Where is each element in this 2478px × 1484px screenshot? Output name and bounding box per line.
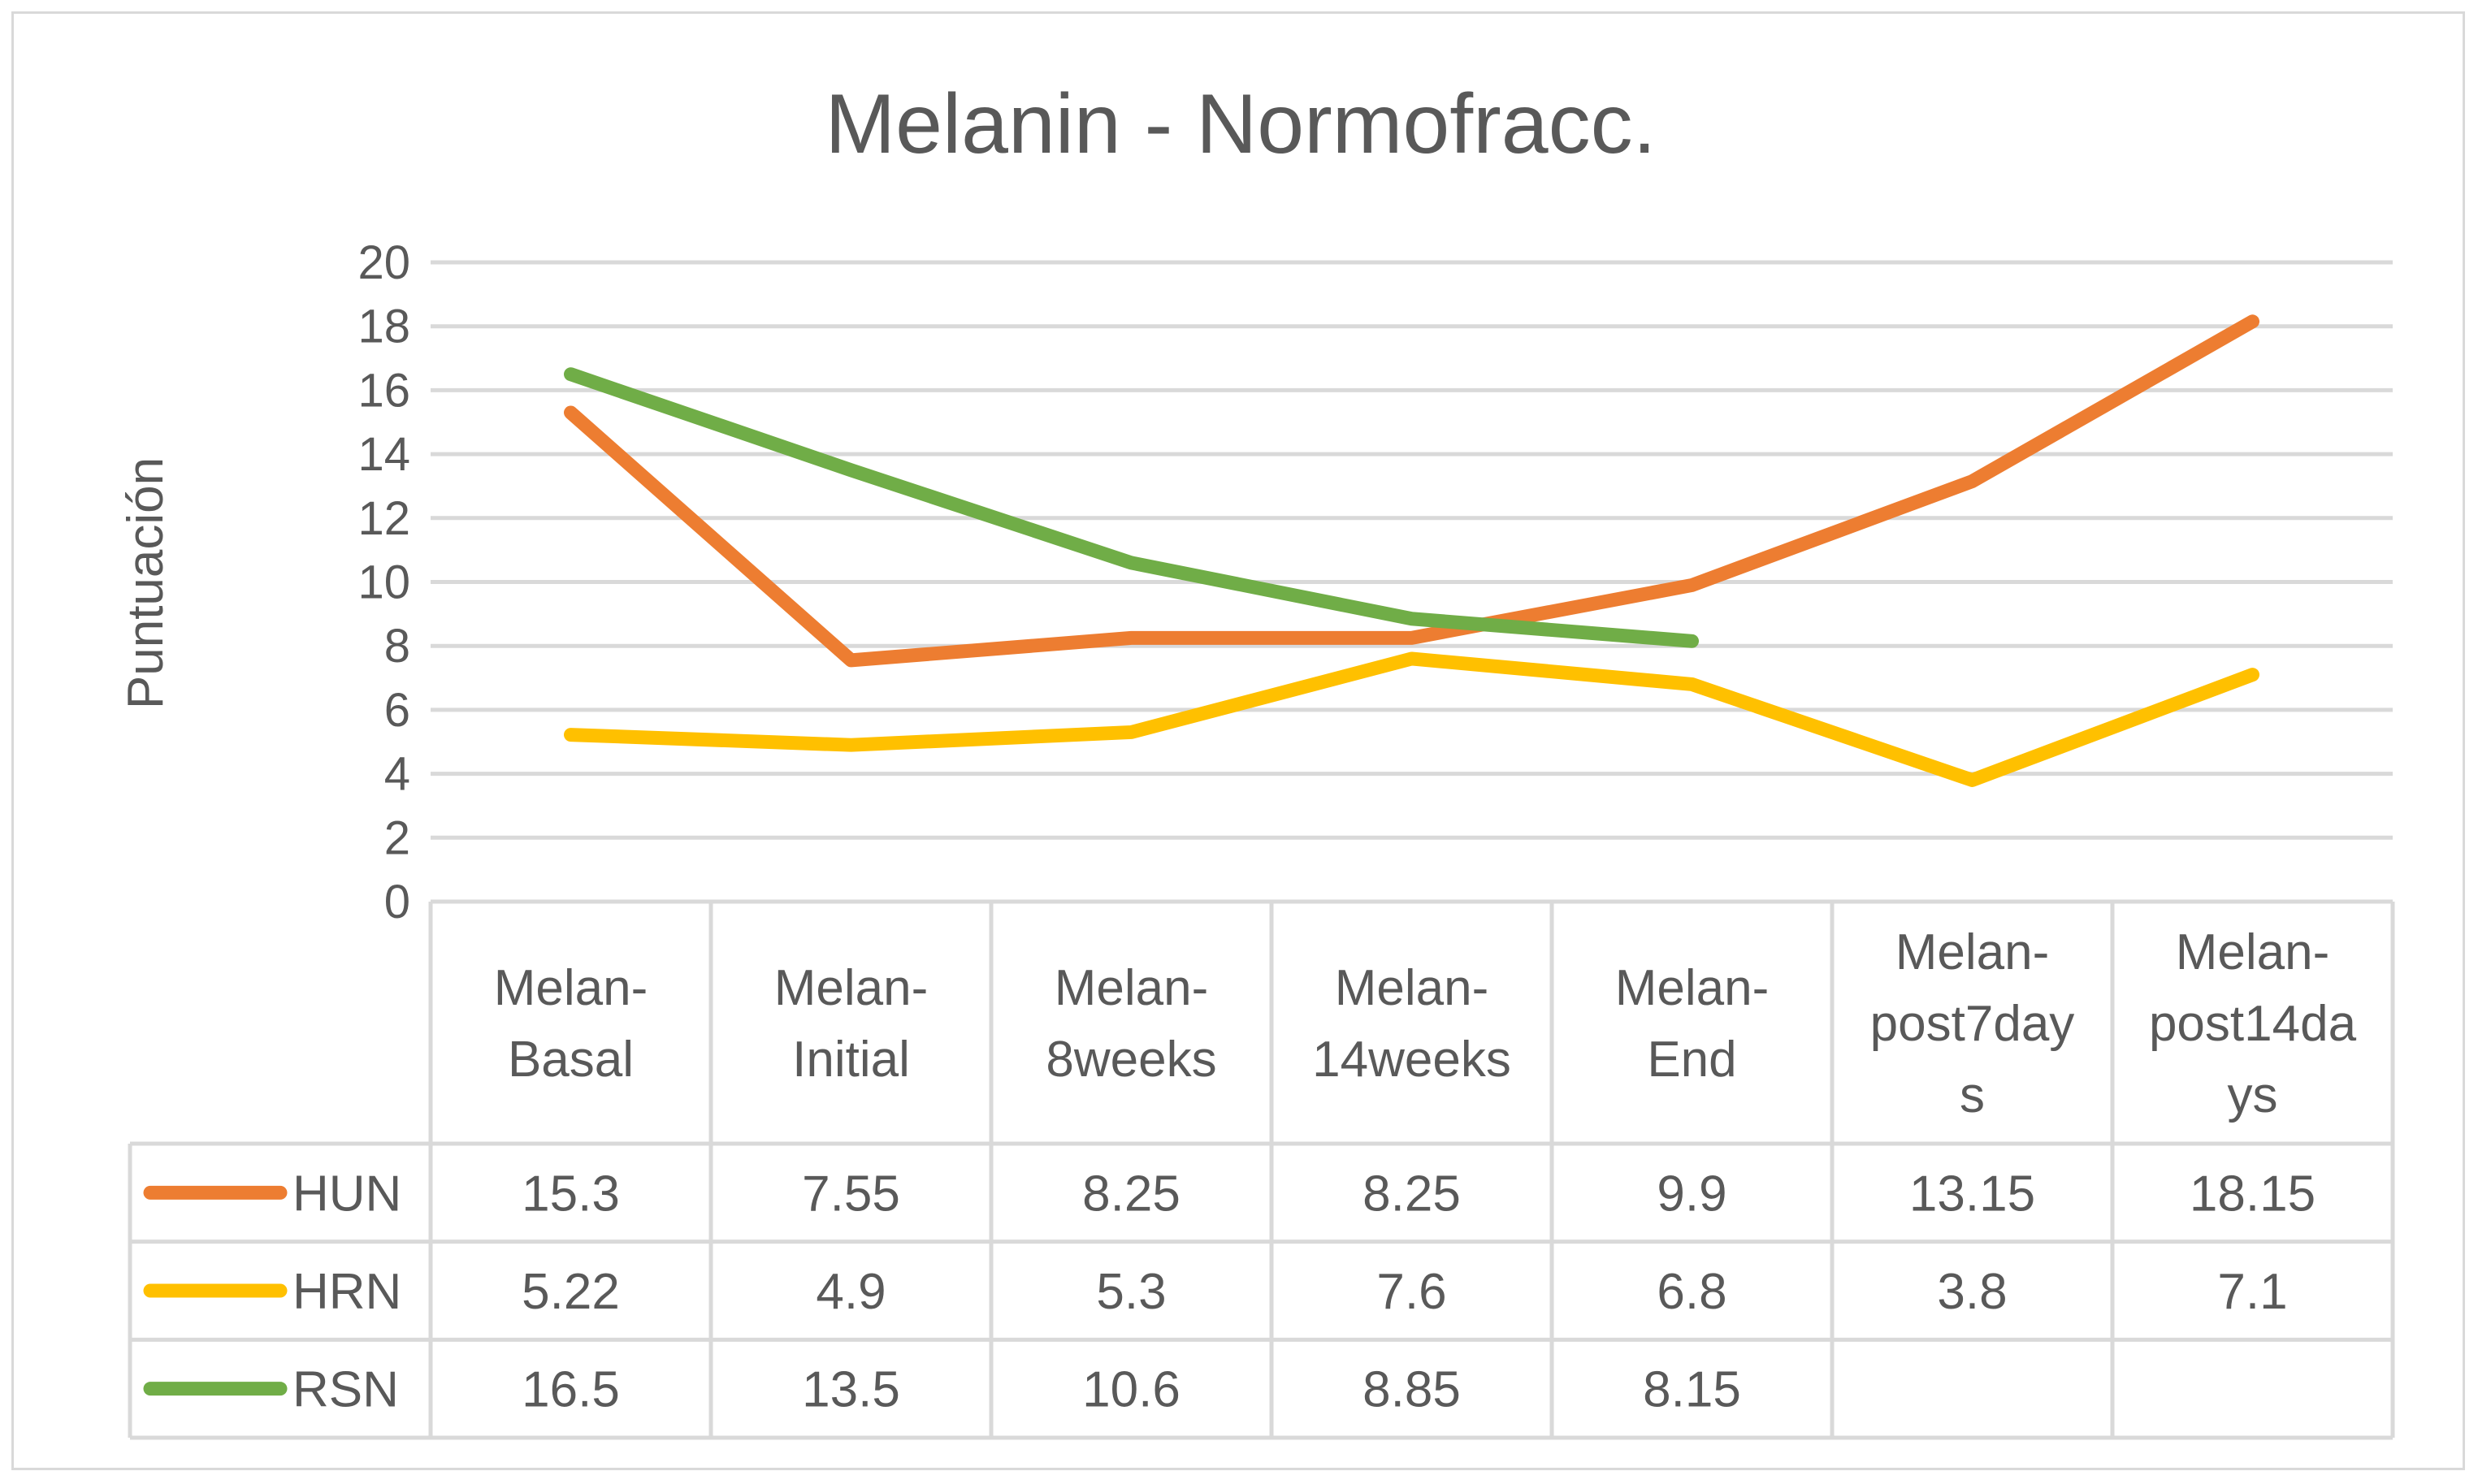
y-tick-label: 4	[384, 748, 410, 801]
data-label: 13.15	[1909, 1166, 2035, 1222]
data-label: 4.9	[816, 1264, 886, 1320]
category-label: post14da	[2149, 996, 2357, 1052]
data-label: 15.3	[522, 1166, 620, 1222]
chart-frame	[11, 11, 2465, 1470]
y-tick-label: 18	[357, 301, 410, 353]
y-tick-label: 20	[357, 236, 410, 289]
category-label: s	[1960, 1067, 1985, 1123]
data-label: 5.3	[1096, 1264, 1166, 1320]
category-label: ys	[2228, 1067, 2278, 1123]
data-label: 7.6	[1376, 1264, 1446, 1320]
y-tick-label: 16	[357, 364, 410, 417]
data-label: 16.5	[522, 1362, 620, 1418]
y-tick-label: 14	[357, 428, 410, 481]
legend-label: HRN	[292, 1264, 401, 1320]
category-label: 14weeks	[1312, 1032, 1511, 1088]
category-label: Melan-	[1055, 960, 1209, 1016]
y-tick-label: 8	[384, 620, 410, 673]
gridlines	[431, 260, 2393, 840]
data-label: 9.9	[1657, 1166, 1726, 1222]
data-label: 6.8	[1657, 1264, 1726, 1320]
category-label: Melan-	[2176, 924, 2330, 980]
category-label: Melan-	[1895, 924, 2050, 980]
legend-label: RSN	[292, 1362, 399, 1418]
y-axis-label: Puntuación	[118, 457, 174, 709]
series-line-rsn	[564, 367, 1699, 648]
chart-title: Melanin - Normofracc.	[825, 77, 1657, 171]
data-label: 3.8	[1937, 1264, 2007, 1320]
category-label: Basal	[508, 1032, 634, 1088]
data-label: 8.25	[1082, 1166, 1181, 1222]
category-label: Melan-	[494, 960, 648, 1016]
category-label: Initial	[792, 1032, 910, 1088]
y-axis-ticks: 0 2 4 6 8 10 12 14 16 18 20	[357, 236, 410, 928]
y-tick-label: 6	[384, 684, 410, 737]
data-label: 10.6	[1082, 1362, 1181, 1418]
category-label: post7day	[1870, 996, 2075, 1052]
category-label: Melan-	[1335, 960, 1489, 1016]
series-line-hrn	[564, 651, 2259, 787]
y-tick-label: 10	[357, 556, 410, 609]
y-tick-label: 12	[357, 492, 410, 545]
data-label: 8.85	[1362, 1362, 1461, 1418]
category-label: 8weeks	[1046, 1032, 1216, 1088]
data-label: 8.25	[1362, 1166, 1461, 1222]
data-label: 5.22	[522, 1264, 620, 1320]
category-label: Melan-	[1615, 960, 1770, 1016]
category-label: Melan-	[774, 960, 929, 1016]
legend-label: HUN	[292, 1166, 401, 1222]
y-tick-label: 2	[384, 811, 410, 864]
data-label: 18.15	[2190, 1166, 2316, 1222]
data-table: Melan- Basal Melan- Initial Melan- 8weeks Mela…	[128, 899, 2395, 1440]
y-tick-label: 0	[384, 876, 410, 928]
series-line-hun	[564, 314, 2259, 668]
data-label: 8.15	[1643, 1362, 1741, 1418]
data-label: 7.55	[802, 1166, 900, 1222]
data-label: 7.1	[2217, 1264, 2287, 1320]
series-lines	[564, 314, 2259, 787]
data-label: 13.5	[802, 1362, 900, 1418]
category-label: End	[1647, 1032, 1736, 1088]
